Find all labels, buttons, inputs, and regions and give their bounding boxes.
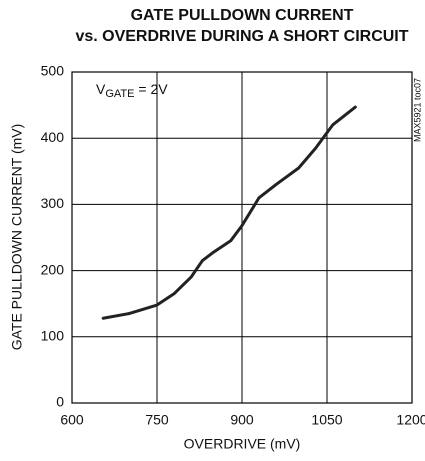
y-axis-label: GATE PULLDOWN CURRENT (mV) — [9, 124, 25, 351]
y-tick-label: 500 — [41, 63, 65, 79]
y-tick-label: 300 — [41, 195, 65, 211]
y-tick-label: 400 — [41, 129, 65, 145]
x-tick-label: 1050 — [311, 412, 342, 428]
x-tick-label: 600 — [60, 412, 84, 428]
y-tick-label: 100 — [41, 328, 65, 344]
chart-subtitle: vs. OVERDRIVE DURING A SHORT CIRCUIT — [75, 28, 408, 45]
annotation-main: V — [96, 81, 106, 97]
annotation: VGATE = 2V — [96, 81, 168, 100]
y-tick-label: 200 — [41, 261, 65, 277]
x-tick-label: 1200 — [396, 412, 425, 428]
y-tick-label: 0 — [56, 394, 64, 410]
plot-frame — [71, 71, 413, 404]
annotation-sub: GATE — [105, 88, 134, 100]
annotation-rest: = 2V — [134, 81, 168, 97]
x-tick-label: 900 — [230, 412, 254, 428]
x-tick-label: 750 — [145, 412, 169, 428]
chart-title: GATE PULLDOWN CURRENT — [131, 7, 354, 24]
data-line — [101, 105, 357, 320]
x-axis-label: OVERDRIVE (mV) — [184, 436, 301, 452]
side-label: MAX5921 toc07 — [412, 78, 422, 142]
